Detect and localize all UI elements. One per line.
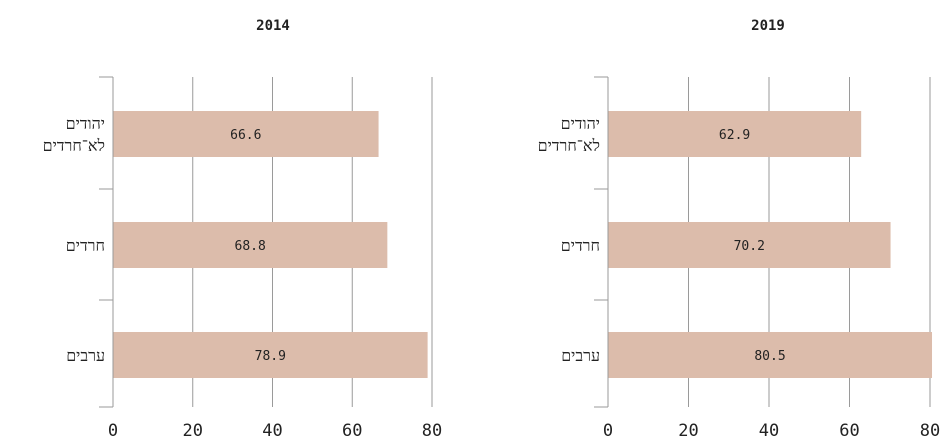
bar (113, 111, 379, 157)
category-label: לא־חרדים (43, 136, 105, 155)
category-label: חרדים (66, 236, 105, 255)
x-tick-label: 80 (422, 421, 442, 439)
x-tick-label: 60 (839, 421, 859, 439)
category-label: חרדים (561, 236, 600, 255)
category-label: ערבים (561, 346, 600, 365)
x-tick-label: 0 (603, 421, 613, 439)
category-label: יהודים (561, 114, 600, 133)
bar (608, 332, 933, 378)
chart-panel-2014: 2014 66.6 68.8 78.9 יהודים לא־חרדים חרדים ערבים… (43, 18, 443, 439)
data-label: 66.6 (230, 128, 261, 143)
bar (608, 222, 891, 268)
data-label: 68.8 (235, 239, 266, 254)
x-tick-label: 40 (262, 421, 282, 439)
category-label: יהודים (66, 114, 105, 133)
x-tick-label: 20 (183, 421, 203, 439)
x-tick-label: 40 (759, 421, 779, 439)
chart-title: 2019 (751, 18, 785, 34)
category-label: לא־חרדים (538, 136, 600, 155)
data-label: 78.9 (255, 349, 286, 364)
bar (113, 332, 428, 378)
x-tick-label: 60 (342, 421, 362, 439)
x-tick-label: 0 (108, 421, 118, 439)
bar (113, 222, 388, 268)
x-tick-label: 20 (678, 421, 698, 439)
category-label: ערבים (66, 346, 105, 365)
x-tick-label: 80 (920, 421, 940, 439)
data-label: 62.9 (719, 128, 750, 143)
data-label: 70.2 (734, 239, 765, 254)
chart-title: 2014 (256, 18, 290, 34)
chart-panel-2019: 2019 62.9 70.2 80.5 יהודים לא־חרדים חרדים ערבים… (538, 18, 941, 439)
data-label: 80.5 (754, 349, 785, 364)
bar (608, 111, 862, 157)
